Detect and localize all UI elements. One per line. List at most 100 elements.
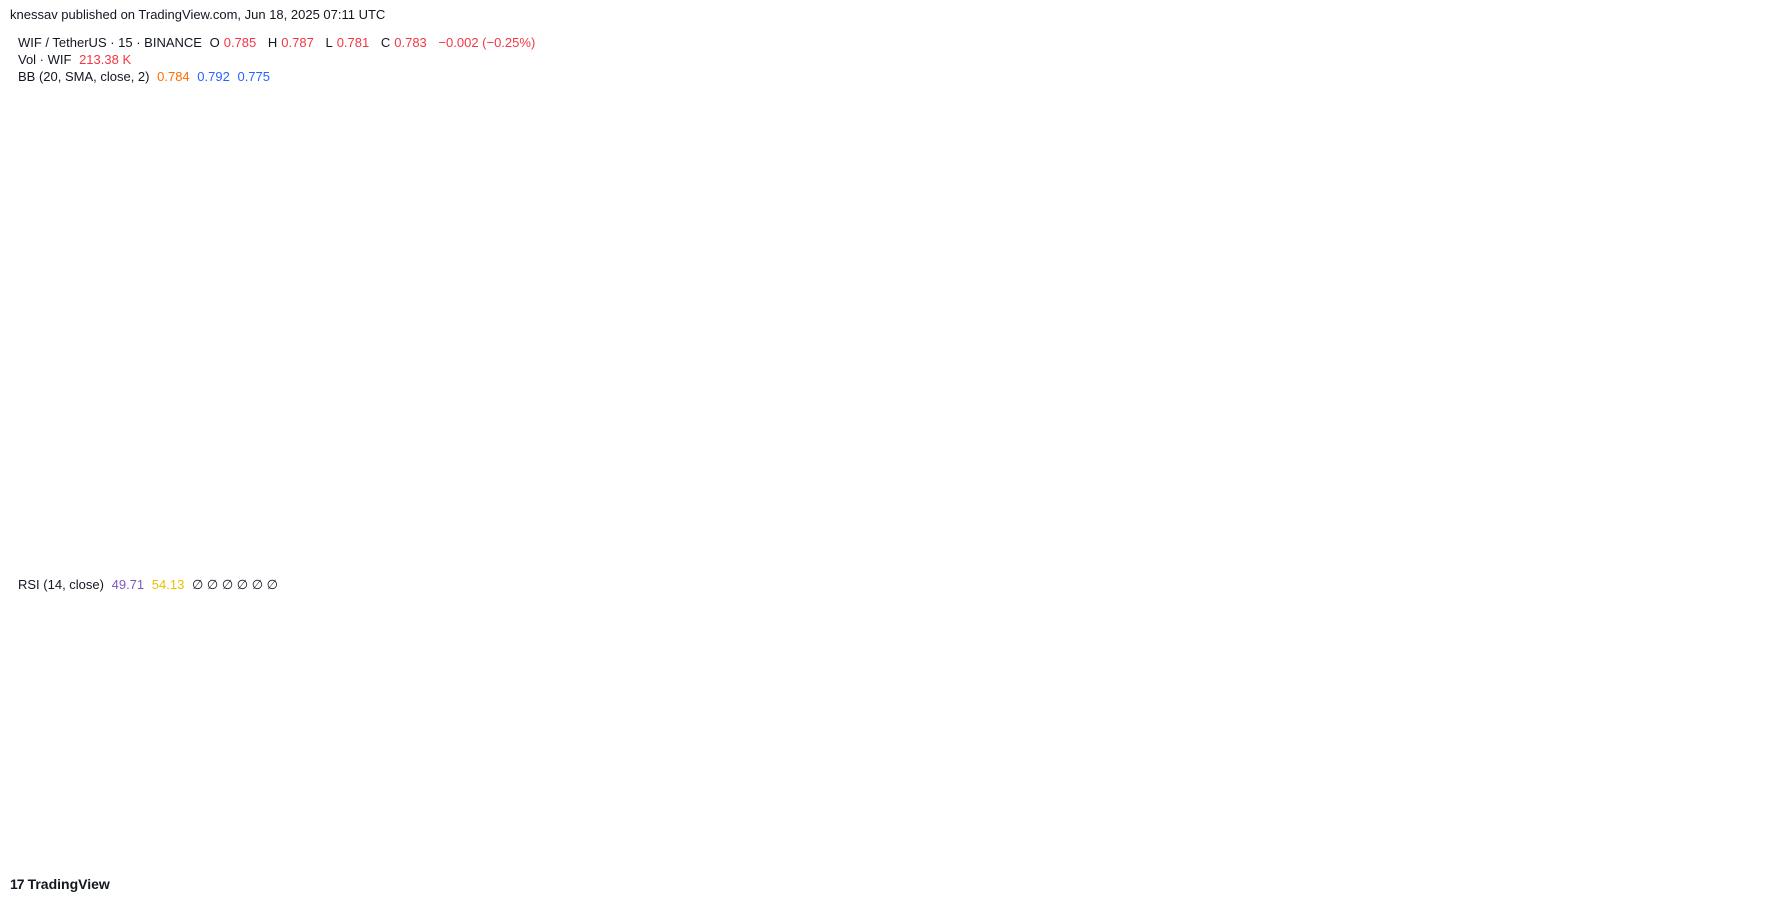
volume-bar xyxy=(1161,555,1168,568)
volume-bar xyxy=(978,552,984,568)
volume-bar xyxy=(157,555,163,568)
volume-bar xyxy=(949,558,955,568)
volume-bar xyxy=(514,552,520,568)
badge-rsi: 49.71 xyxy=(1741,687,1771,701)
volume-bar xyxy=(1644,554,1651,568)
candle-body xyxy=(1355,377,1361,391)
candle-body xyxy=(1084,352,1090,362)
volume-bar xyxy=(60,550,66,568)
badge-rsi-bg xyxy=(1724,686,1788,703)
time-tick-label: 06:00 xyxy=(11,846,41,860)
rsi-label[interactable]: RSI (14, close) xyxy=(18,577,104,592)
volume-bar xyxy=(1103,550,1110,568)
candle-body xyxy=(485,143,491,155)
time-tick-label: 18:00 xyxy=(408,846,438,860)
candle-body xyxy=(157,152,163,161)
candle-body xyxy=(89,139,95,144)
volume-bar xyxy=(456,552,462,568)
volume-bar xyxy=(475,550,482,568)
volume-bar xyxy=(959,551,965,568)
footer-brand[interactable]: 17 TradingView xyxy=(10,876,110,892)
time-tick-label: 06:00 xyxy=(805,846,835,860)
volume-bar xyxy=(1712,558,1718,568)
candle-body xyxy=(891,306,897,309)
published-header: knessav published on TradingView.com, Ju… xyxy=(10,7,386,22)
volume-bar xyxy=(698,556,704,568)
volume-bar xyxy=(1635,557,1641,568)
volume-bar xyxy=(775,557,781,568)
candle-body xyxy=(1635,401,1641,405)
rsi-ma-line xyxy=(14,602,1716,784)
time-tick-label: 17 xyxy=(615,846,629,860)
volume-bar xyxy=(205,556,211,568)
candle-body xyxy=(1026,340,1032,344)
candle-body xyxy=(611,226,617,237)
volume-bar xyxy=(1673,555,1680,568)
volume-bar xyxy=(41,558,47,568)
badge-bb-upper-bg xyxy=(1724,383,1788,400)
volume-bar xyxy=(1190,539,1197,568)
candle-body xyxy=(1036,340,1042,354)
candle-body xyxy=(369,152,375,163)
candle-body xyxy=(852,262,858,283)
candle-body xyxy=(1615,406,1622,413)
time-tick-label: 09:00 xyxy=(1697,846,1727,860)
time-tick-label: 12:00 xyxy=(1003,846,1033,860)
rsi-ma-value: 54.13 xyxy=(151,577,185,592)
candle-body xyxy=(1702,404,1709,419)
candle-body xyxy=(1142,336,1148,344)
volume-bar xyxy=(166,556,173,568)
volume-bar xyxy=(292,559,298,568)
rsi-line xyxy=(14,603,1716,825)
volume-bar xyxy=(1055,556,1061,568)
candle-body xyxy=(1538,411,1544,428)
volume-bar xyxy=(495,560,501,568)
price-tick-label: 0.820 xyxy=(1732,321,1762,335)
volume-bar xyxy=(1432,560,1438,568)
volume-bar xyxy=(302,555,308,568)
candle-body xyxy=(1529,410,1535,412)
candle-body xyxy=(862,281,868,283)
volume-bar xyxy=(1113,556,1119,568)
volume-bar xyxy=(504,556,511,568)
candle-body xyxy=(186,171,192,176)
candle-body xyxy=(1094,356,1100,362)
bb-lower-value: 0.775 xyxy=(237,69,271,84)
volume-label[interactable]: Vol · WIF xyxy=(18,52,72,67)
candle-body xyxy=(1219,465,1226,468)
volume-bar xyxy=(881,557,887,568)
volume-bar xyxy=(562,552,569,568)
volume-bar xyxy=(843,550,849,568)
bb-label[interactable]: BB (20, SMA, close, 2) xyxy=(18,69,150,84)
candle-body xyxy=(678,289,685,304)
volume-bar xyxy=(12,558,18,568)
volume-bar xyxy=(1364,550,1370,568)
volume-bar xyxy=(485,558,491,568)
candle-body xyxy=(31,138,37,142)
volume-bar xyxy=(727,550,733,568)
candle-body xyxy=(311,142,317,145)
candle-body xyxy=(775,232,781,238)
volume-bar xyxy=(1239,550,1245,568)
candle-body xyxy=(1103,350,1110,357)
volume-bar xyxy=(244,555,250,568)
candle-body xyxy=(1065,344,1071,354)
volume-bar xyxy=(601,524,607,568)
volume-bar xyxy=(379,554,385,568)
volume-bar xyxy=(1374,559,1380,568)
candle-body xyxy=(968,323,974,335)
candle-body xyxy=(504,134,511,148)
volume-bar xyxy=(814,557,820,568)
bb-upper-value: 0.792 xyxy=(197,69,230,84)
candle-body xyxy=(1644,399,1651,405)
candle-body xyxy=(582,146,588,151)
volume-bar xyxy=(369,560,375,568)
volume-bar xyxy=(620,550,627,568)
candle-body xyxy=(99,138,105,144)
candle-body xyxy=(1471,420,1477,431)
symbol-name[interactable]: WIF / TetherUS · 15 · BINANCE xyxy=(18,35,202,50)
candle-body xyxy=(1393,394,1399,415)
candle-body xyxy=(1345,377,1351,380)
candle-body xyxy=(601,158,607,227)
